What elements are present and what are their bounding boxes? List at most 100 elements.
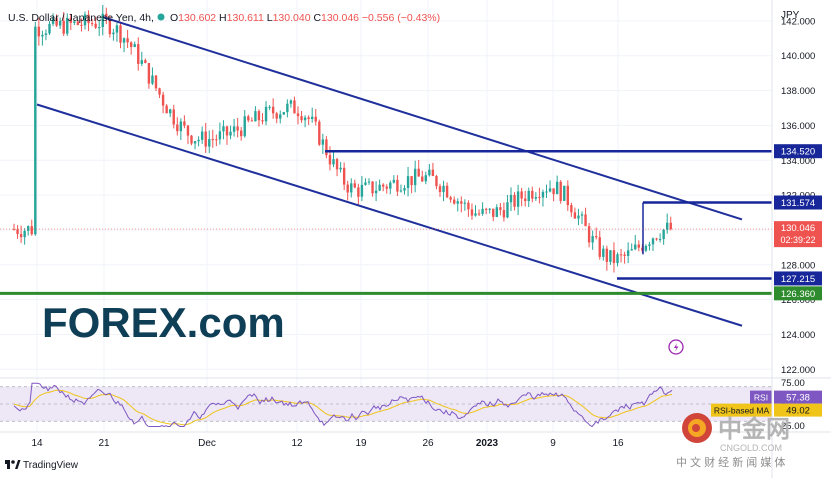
candle-body xyxy=(48,23,51,34)
level-badge-value: 134.520 xyxy=(781,147,815,158)
flash-icon[interactable] xyxy=(668,339,684,355)
level-badge xyxy=(774,195,822,210)
level-badge xyxy=(774,144,822,159)
candle-body xyxy=(62,20,65,34)
candle-body xyxy=(467,202,470,210)
price-tick-label: 122.000 xyxy=(781,365,815,376)
candle-body xyxy=(516,191,520,207)
candle-body xyxy=(222,126,225,132)
candle-body xyxy=(634,244,637,250)
candle-body xyxy=(311,116,314,120)
candle-body xyxy=(595,236,598,238)
rsi-ma-line xyxy=(13,389,673,426)
candle-body xyxy=(360,184,364,197)
candle-body xyxy=(371,181,374,194)
candle-body xyxy=(655,238,658,240)
candle-body xyxy=(346,184,349,193)
candle-body xyxy=(417,168,420,177)
candle-body xyxy=(495,207,498,217)
candle-body xyxy=(410,176,413,186)
candle-body xyxy=(115,25,119,33)
candle-body xyxy=(37,26,41,37)
candle-body xyxy=(158,88,161,95)
candle-body xyxy=(325,139,328,156)
candle-body xyxy=(208,139,211,147)
candle-body xyxy=(193,141,197,144)
candle-body xyxy=(431,169,435,177)
candle-body xyxy=(374,190,378,194)
level-badge-value: 127.215 xyxy=(781,274,815,285)
candle-body xyxy=(666,222,669,230)
ohlc-change: −0.556 (−0.43%) xyxy=(362,12,440,24)
candle-body xyxy=(66,17,69,34)
candle-body xyxy=(218,131,222,140)
tradingview-brand[interactable]: TradingView xyxy=(5,460,79,471)
candle-body xyxy=(577,215,580,219)
status-dot xyxy=(157,13,165,21)
candle-body xyxy=(609,250,612,262)
candle-body xyxy=(584,214,587,227)
candle-body xyxy=(470,209,474,216)
candle-body xyxy=(413,168,417,186)
candle-body xyxy=(250,120,254,122)
candle-body xyxy=(669,222,672,230)
candle-body xyxy=(140,60,143,64)
candle-body xyxy=(268,106,271,108)
last-price-badge xyxy=(774,221,822,248)
candle-body xyxy=(236,126,239,131)
price-axis-unit: JPY xyxy=(781,10,800,21)
candle-body xyxy=(488,208,491,210)
candle-body xyxy=(286,103,289,113)
candle-body xyxy=(12,229,16,231)
candle-body xyxy=(591,236,594,243)
candle-body xyxy=(112,32,115,35)
time-tick-label: 26 xyxy=(422,438,434,449)
level-badge-value: 131.574 xyxy=(781,198,815,209)
candle-body xyxy=(243,116,246,137)
candle-body xyxy=(303,117,307,121)
candle-body xyxy=(108,18,112,35)
candle-body xyxy=(126,38,129,43)
candle-body xyxy=(481,208,484,214)
candle-body xyxy=(94,23,97,28)
candle-body xyxy=(513,194,516,207)
level-badge xyxy=(774,286,822,301)
candle-body xyxy=(215,139,218,141)
candle-body xyxy=(105,13,108,19)
ohlc-key-c: C xyxy=(313,12,321,24)
candle-body xyxy=(229,131,232,136)
candle-body xyxy=(27,226,30,231)
rsi-name: RSI xyxy=(754,393,768,403)
candle-body xyxy=(30,226,33,235)
rsi-tick-label: 25.00 xyxy=(781,421,805,432)
candle-body xyxy=(648,244,651,246)
candle-body xyxy=(499,207,502,211)
rsi-value: 57.38 xyxy=(786,393,810,404)
candle-body xyxy=(524,198,527,202)
candle-body xyxy=(144,60,147,63)
rsi-value-badge xyxy=(774,390,822,404)
candle-body xyxy=(90,23,94,25)
rsi-ma-name-badge xyxy=(711,403,772,417)
candle-body xyxy=(382,184,385,187)
cngold-url: CNGOLD.COM xyxy=(720,443,782,453)
candle-body xyxy=(176,124,179,132)
candle-body xyxy=(602,248,605,257)
time-tick-label: 16 xyxy=(612,438,624,449)
candle-body xyxy=(197,139,200,142)
bar-countdown: 02:39:22 xyxy=(780,235,815,245)
candle-body xyxy=(332,159,335,165)
candle-body xyxy=(300,116,303,121)
candle-body xyxy=(80,24,83,26)
candle-body xyxy=(541,191,545,198)
candle-body xyxy=(154,75,158,89)
time-tick-label: 14 xyxy=(31,438,43,449)
candle-body xyxy=(630,249,633,251)
candle-body xyxy=(438,186,442,193)
candle-body xyxy=(328,155,332,165)
price-tick-label: 126.000 xyxy=(781,295,815,306)
candle-body xyxy=(289,100,293,104)
candle-body xyxy=(626,250,630,256)
